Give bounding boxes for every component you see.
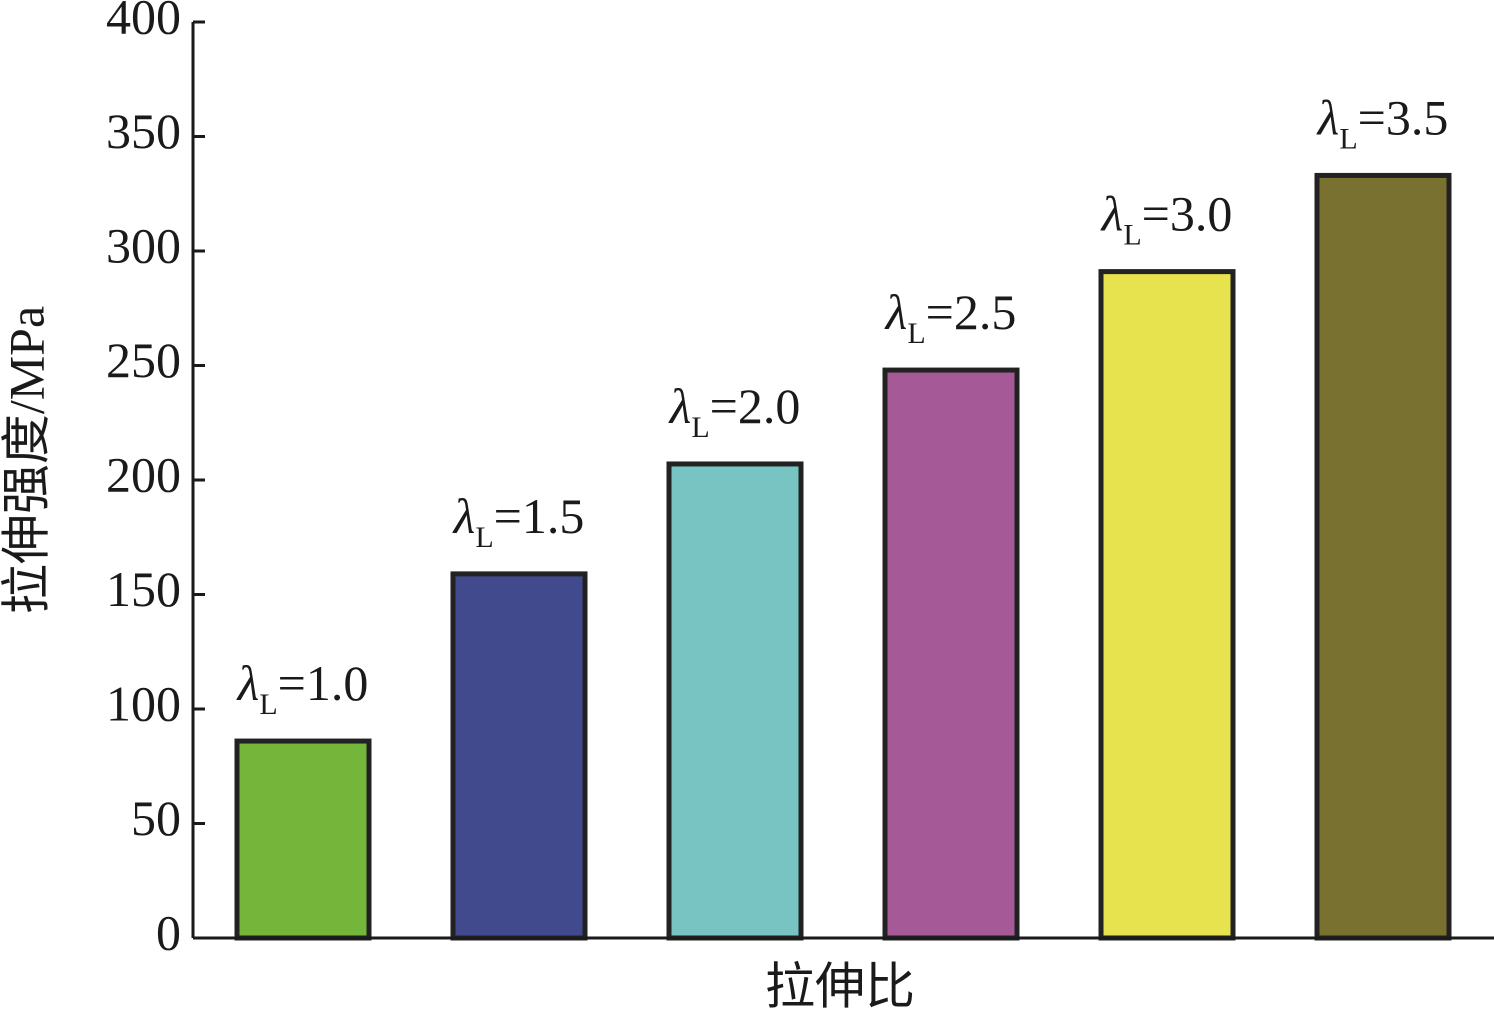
y-tick-label: 400 — [106, 0, 181, 44]
x-axis-title: 拉伸比 — [765, 958, 915, 1014]
bar — [450, 571, 588, 941]
y-tick-label: 350 — [106, 103, 181, 159]
y-tick-label: 300 — [106, 217, 181, 273]
y-tick-label: 200 — [106, 446, 181, 502]
bar-label: λL=1.5 — [452, 488, 585, 553]
y-tick-label: 0 — [156, 904, 181, 960]
bar-label: λL=3.0 — [1100, 186, 1233, 251]
bar-label: λL=1.0 — [236, 656, 369, 721]
bar-label: λL=3.5 — [1316, 90, 1449, 155]
y-tick-label: 50 — [131, 790, 181, 846]
y-axis-title: 拉伸强度/MPa — [0, 306, 54, 614]
y-tick-label: 100 — [106, 675, 181, 731]
bar — [882, 367, 1020, 941]
bar — [234, 738, 372, 941]
y-tick-label: 150 — [106, 561, 181, 617]
y-tick-label: 250 — [106, 332, 181, 388]
bar-label: λL=2.0 — [668, 378, 801, 443]
bar — [666, 461, 804, 941]
bar — [1314, 172, 1452, 941]
bar-label: λL=2.5 — [884, 285, 1017, 350]
bar — [1098, 269, 1236, 941]
